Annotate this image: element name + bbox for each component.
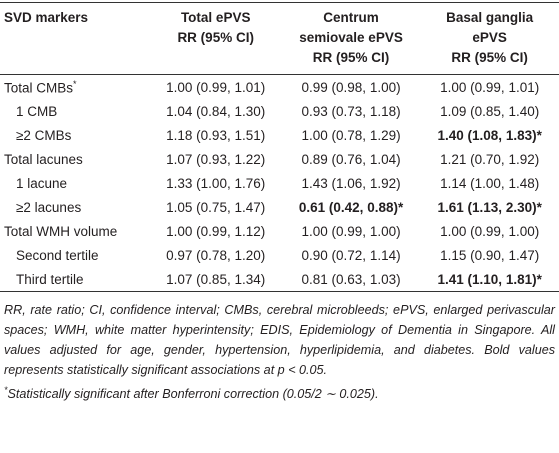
table-row: Total WMH volume 1.00 (0.99, 1.12) 1.00 (0… [0, 219, 559, 243]
value-cell: 1.41 (1.10, 1.81)* [437, 271, 542, 287]
row-label: ≥2 CMBs [0, 123, 150, 147]
value-cell: 1.15 (0.90, 1.47) [440, 247, 540, 263]
row-label: Total WMH volume [0, 219, 150, 243]
row-label-text: 1 lacune [16, 175, 68, 191]
header-line: RR (95% CI) [177, 30, 254, 45]
value-cell: 0.81 (0.63, 1.03) [301, 271, 401, 287]
header-row: SVD markers Total ePVS RR (95% CI) Centrum s… [0, 2, 559, 75]
value-cell: 1.00 (0.99, 1.00) [301, 223, 401, 239]
value-cell: 1.09 (0.85, 1.40) [440, 103, 540, 119]
row-label: Second tertile [0, 243, 150, 267]
row-label: 1 lacune [0, 171, 150, 195]
row-label: Third tertile [0, 267, 150, 292]
header-cell: Centrum semiovale ePVS RR (95% CI) [282, 3, 421, 75]
table-body: Total CMBs* 1.00 (0.99, 1.01) 0.99 (0.98, … [0, 75, 559, 292]
row-label: Total CMBs* [0, 75, 150, 100]
abbreviations-note: RR, rate ratio; CI, confidence interval;… [4, 303, 555, 377]
row-label: ≥2 lacunes [0, 195, 150, 219]
row-label-text: Total WMH volume [4, 223, 118, 239]
row-label-text: Third tertile [16, 271, 84, 287]
value-cell: 0.99 (0.98, 1.00) [301, 79, 401, 95]
table-row: Total CMBs* 1.00 (0.99, 1.01) 0.99 (0.98, … [0, 75, 559, 100]
header-line: Total ePVS [180, 10, 251, 25]
value-cell: 1.00 (0.78, 1.29) [301, 127, 401, 143]
value-cell: 1.07 (0.85, 1.34) [166, 271, 266, 287]
row-label-marker: * [73, 78, 77, 89]
value-cell: 1.14 (1.00, 1.48) [440, 175, 540, 191]
header-line: Centrum [323, 10, 379, 25]
row-label-text: Total lacunes [4, 151, 83, 167]
value-cell: 1.07 (0.93, 1.22) [166, 151, 266, 167]
value-cell: 0.93 (0.73, 1.18) [301, 103, 401, 119]
table-row: Second tertile 0.97 (0.78, 1.20) 0.90 (0.7… [0, 243, 559, 267]
row-label-text: ≥2 CMBs [16, 127, 72, 143]
row-label: Total lacunes [0, 147, 150, 171]
value-cell: 0.90 (0.72, 1.14) [301, 247, 401, 263]
table-row: 1 CMB 1.04 (0.84, 1.30) 0.93 (0.73, 1.18) 1… [0, 99, 559, 123]
value-cell: 1.43 (1.06, 1.92) [301, 175, 401, 191]
value-cell: 1.00 (0.99, 1.01) [166, 79, 266, 95]
table-row: 1 lacune 1.33 (1.00, 1.76) 1.43 (1.06, 1.9… [0, 171, 559, 195]
value-cell: 1.21 (0.70, 1.92) [440, 151, 540, 167]
header-cell: Total ePVS RR (95% CI) [150, 3, 282, 75]
table-row: ≥2 lacunes 1.05 (0.75, 1.47) 0.61 (0.42, 0… [0, 195, 559, 219]
table-head: SVD markers Total ePVS RR (95% CI) Centrum s… [0, 2, 559, 75]
significance-text: Statistically significant after Bonferro… [7, 387, 379, 402]
header-cell: Basal ganglia ePVS RR (95% CI) [420, 3, 559, 75]
table-row: ≥2 CMBs 1.18 (0.93, 1.51) 1.00 (0.78, 1.29… [0, 123, 559, 147]
value-cell: 1.05 (0.75, 1.47) [166, 199, 266, 215]
value-cell: 1.00 (0.99, 1.00) [440, 223, 540, 239]
header-line: ePVS [472, 30, 507, 45]
value-cell: 1.33 (1.00, 1.76) [166, 175, 266, 191]
value-cell: 0.61 (0.42, 0.88)* [298, 199, 404, 215]
value-cell: 1.18 (0.93, 1.51) [166, 127, 266, 143]
row-label-text: Second tertile [16, 247, 99, 263]
value-cell: 1.61 (1.13, 2.30)* [437, 199, 542, 215]
value-cell: 1.04 (0.84, 1.30) [166, 103, 266, 119]
header-line: RR (95% CI) [451, 50, 528, 65]
data-table: SVD markers Total ePVS RR (95% CI) Centrum s… [0, 2, 559, 292]
row-label: 1 CMB [0, 99, 150, 123]
footnote-marker: * [4, 385, 8, 395]
table-row: Third tertile 1.07 (0.85, 1.34) 0.81 (0.63… [0, 267, 559, 292]
value-cell: 0.97 (0.78, 1.20) [166, 247, 266, 263]
header-line: semiovale ePVS [299, 30, 403, 45]
value-cell: 1.00 (0.99, 1.12) [166, 223, 266, 239]
header-line: Basal ganglia [446, 10, 534, 25]
row-label-text: 1 CMB [16, 103, 58, 119]
header-line: SVD markers [4, 10, 89, 25]
value-cell: 1.00 (0.99, 1.01) [440, 79, 540, 95]
significance-note: *Statistically significant after Bonferr… [4, 380, 555, 404]
footnotes: RR, rate ratio; CI, confidence interval;… [4, 300, 555, 404]
header-cell: SVD markers [0, 3, 150, 75]
header-line: RR (95% CI) [312, 50, 390, 65]
value-cell: 0.89 (0.76, 1.04) [301, 151, 401, 167]
row-label-text: ≥2 lacunes [16, 199, 82, 215]
table-row: Total lacunes 1.07 (0.93, 1.22) 0.89 (0.76… [0, 147, 559, 171]
value-cell: 1.40 (1.08, 1.83)* [437, 127, 542, 143]
row-label-text: Total CMBs [4, 80, 74, 96]
